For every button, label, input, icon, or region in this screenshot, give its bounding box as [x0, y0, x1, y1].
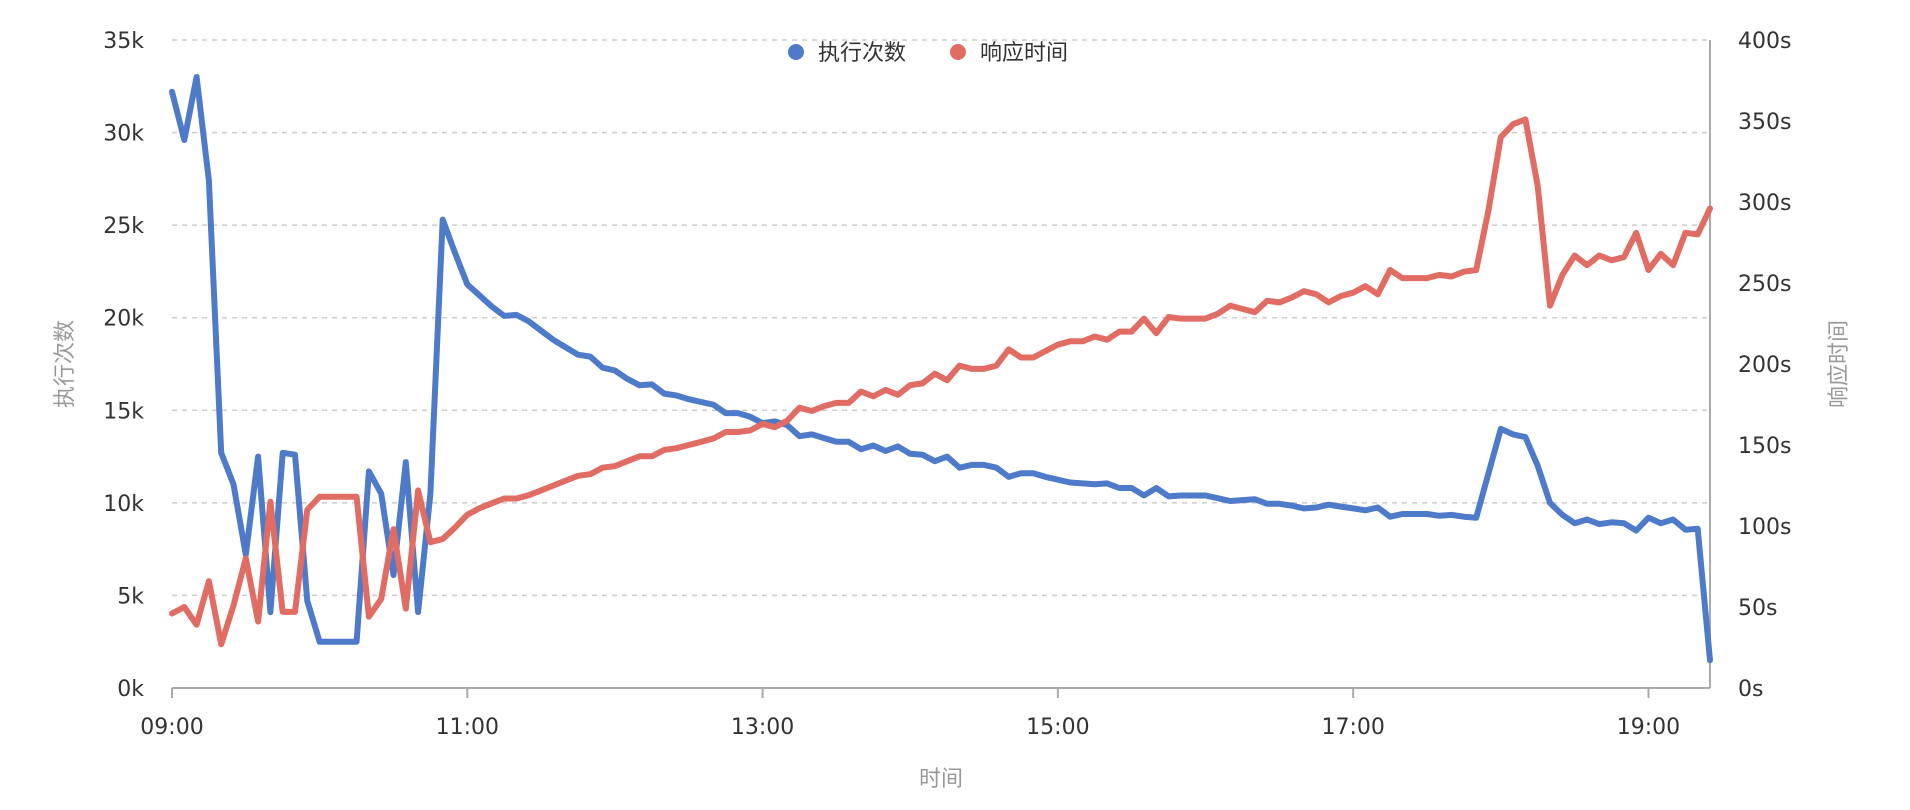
left-y-tick-label: 15k: [103, 399, 144, 424]
x-axis-title: 时间: [919, 767, 963, 792]
legend[interactable]: 执行次数 响应时间: [788, 41, 1068, 66]
left-y-tick-label: 10k: [103, 492, 144, 517]
left-y-tick-label: 20k: [103, 307, 144, 332]
right-y-tick-label: 300s: [1738, 191, 1791, 216]
right-y-tick-labels: 0s 50s 100s 150s 200s 250s 300s 350s 400s: [1738, 29, 1791, 702]
legend-label-response-time: 响应时间: [980, 41, 1068, 66]
right-y-tick-label: 200s: [1738, 353, 1791, 378]
right-y-tick-label: 150s: [1738, 434, 1791, 459]
x-tick-labels: 09:00 11:00 13:00 15:00 17:00 19:00: [140, 688, 1680, 740]
legend-label-executions: 执行次数: [818, 41, 906, 66]
right-y-tick-label: 50s: [1738, 596, 1777, 621]
x-tick-label: 15:00: [1026, 715, 1089, 740]
left-y-tick-label: 30k: [103, 122, 144, 147]
legend-marker-executions: [788, 44, 804, 60]
left-y-tick-label: 5k: [117, 584, 144, 609]
right-y-tick-label: 0s: [1738, 677, 1763, 702]
series-line-response-time: [169, 116, 1713, 648]
left-y-tick-label: 35k: [103, 29, 144, 54]
grid-lines: [172, 39, 1710, 597]
legend-item-response-time[interactable]: 响应时间: [950, 41, 1068, 66]
series-lines: [169, 74, 1713, 664]
x-tick-label: 13:00: [731, 715, 794, 740]
left-y-tick-label: 0k: [117, 677, 144, 702]
x-tick-label: 11:00: [436, 715, 499, 740]
left-y-tick-labels: 0k 5k 10k 15k 20k 25k 30k 35k: [103, 29, 144, 702]
right-y-tick-label: 100s: [1738, 515, 1791, 540]
legend-item-executions[interactable]: 执行次数: [788, 41, 906, 66]
right-y-axis-title: 响应时间: [1827, 320, 1852, 408]
axes: [172, 40, 1711, 689]
legend-marker-response-time: [950, 44, 966, 60]
left-y-tick-label: 25k: [103, 214, 144, 239]
right-y-tick-label: 250s: [1738, 272, 1791, 297]
right-y-tick-label: 400s: [1738, 29, 1791, 54]
x-tick-label: 17:00: [1321, 715, 1384, 740]
right-y-tick-label: 350s: [1738, 110, 1791, 135]
x-tick-label: 19:00: [1617, 715, 1680, 740]
x-tick-label: 09:00: [140, 715, 203, 740]
left-y-axis-title: 执行次数: [53, 320, 78, 408]
